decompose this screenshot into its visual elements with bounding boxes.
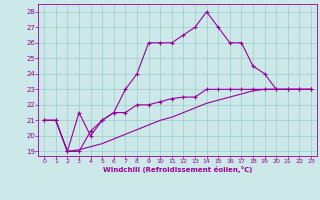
X-axis label: Windchill (Refroidissement éolien,°C): Windchill (Refroidissement éolien,°C): [103, 166, 252, 173]
